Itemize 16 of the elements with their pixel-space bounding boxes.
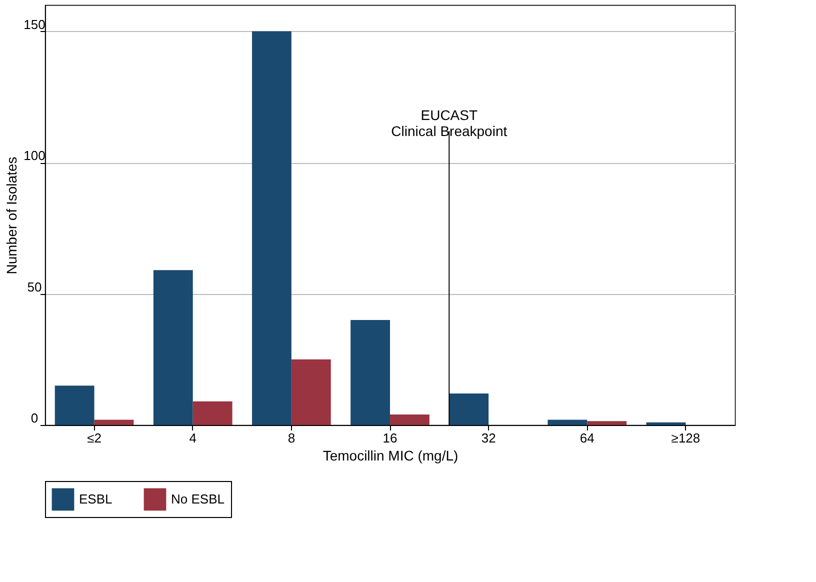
y-axis-title: Number of Isolates: [4, 156, 20, 274]
legend-label: No ESBL: [171, 491, 224, 506]
x-tick-label: 64: [580, 430, 594, 446]
x-tick-label: ≤2: [87, 430, 102, 446]
x-tick-label: 16: [382, 430, 398, 446]
x-tick-label: 8: [288, 430, 296, 446]
x-tick-label: 32: [481, 430, 496, 446]
x-tick-label: ≥128: [671, 430, 700, 446]
y-tick-label: 150: [24, 16, 46, 32]
y-tick-label: 50: [27, 279, 42, 294]
x-axis-title: Temocillin MIC (mg/L): [322, 448, 458, 464]
legend-label: ESBL: [79, 491, 112, 506]
y-tick-label: 0: [30, 410, 38, 426]
x-tick-label: 4: [189, 430, 196, 446]
y-tick-label: 100: [24, 148, 46, 163]
ref-line-label: EUCAST Clinical Breakpoint: [391, 107, 508, 139]
